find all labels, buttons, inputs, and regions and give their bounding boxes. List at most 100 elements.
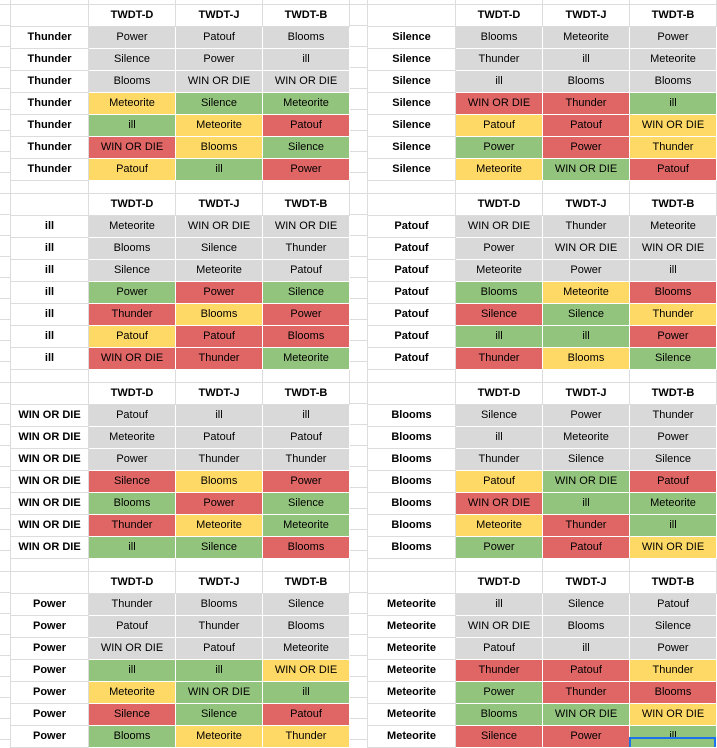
data-cell[interactable]: ill xyxy=(88,536,176,559)
data-cell[interactable]: Patouf xyxy=(262,114,350,137)
row-label-meteorite[interactable]: Meteorite xyxy=(367,593,456,616)
data-cell[interactable]: Patouf xyxy=(455,114,543,137)
column-header-twdt-j[interactable]: TWDT-J xyxy=(542,571,630,594)
row-label-silence[interactable]: Silence xyxy=(367,48,456,71)
row-label-meteorite[interactable]: Meteorite xyxy=(367,637,456,660)
column-header-twdt-b[interactable]: TWDT-B xyxy=(262,382,350,405)
data-cell[interactable]: Patouf xyxy=(175,637,263,660)
data-cell[interactable]: Patouf xyxy=(262,426,350,449)
data-cell[interactable]: Power xyxy=(455,536,543,559)
row-label-patouf[interactable]: Patouf xyxy=(367,325,456,348)
data-cell[interactable]: Blooms xyxy=(262,26,350,49)
row-label-blooms[interactable]: Blooms xyxy=(367,404,456,427)
row-label-win-or-die[interactable]: WIN OR DIE xyxy=(10,470,89,493)
data-cell[interactable]: Meteorite xyxy=(88,426,176,449)
row-label-silence[interactable]: Silence xyxy=(367,92,456,115)
data-cell[interactable]: Silence xyxy=(542,448,630,471)
row-label-win-or-die[interactable]: WIN OR DIE xyxy=(10,514,89,537)
row-label-ill[interactable]: ill xyxy=(10,237,89,260)
data-cell[interactable]: ill xyxy=(629,514,717,537)
column-header-twdt-d[interactable]: TWDT-D xyxy=(455,4,543,27)
data-cell[interactable]: ill xyxy=(629,92,717,115)
data-cell[interactable]: Power xyxy=(455,136,543,159)
data-cell[interactable]: Thunder xyxy=(629,136,717,159)
column-header-twdt-d[interactable]: TWDT-D xyxy=(455,193,543,216)
data-cell[interactable]: WIN OR DIE xyxy=(175,70,263,93)
data-cell[interactable]: Blooms xyxy=(455,26,543,49)
data-cell[interactable]: Thunder xyxy=(629,659,717,682)
data-cell[interactable]: Meteorite xyxy=(175,725,263,748)
column-header-twdt-d[interactable]: TWDT-D xyxy=(88,4,176,27)
data-cell[interactable]: Patouf xyxy=(175,26,263,49)
row-label-patouf[interactable]: Patouf xyxy=(367,347,456,370)
data-cell[interactable]: ill xyxy=(88,659,176,682)
data-cell[interactable]: Silence xyxy=(88,470,176,493)
data-cell[interactable]: Thunder xyxy=(262,725,350,748)
column-header-twdt-b[interactable]: TWDT-B xyxy=(629,382,717,405)
header-corner-cell[interactable] xyxy=(367,4,456,27)
data-cell[interactable]: Blooms xyxy=(542,70,630,93)
data-cell[interactable]: WIN OR DIE xyxy=(629,536,717,559)
data-cell[interactable]: Blooms xyxy=(262,325,350,348)
data-cell[interactable]: WIN OR DIE xyxy=(175,681,263,704)
data-cell[interactable]: Meteorite xyxy=(629,215,717,238)
data-cell[interactable]: WIN OR DIE xyxy=(262,70,350,93)
data-cell[interactable]: WIN OR DIE xyxy=(262,215,350,238)
row-label-patouf[interactable]: Patouf xyxy=(367,281,456,304)
data-cell[interactable]: Patouf xyxy=(455,470,543,493)
data-cell[interactable]: Meteorite xyxy=(455,259,543,282)
data-cell[interactable]: Blooms xyxy=(262,536,350,559)
row-label-blooms[interactable]: Blooms xyxy=(367,426,456,449)
column-header-twdt-b[interactable]: TWDT-B xyxy=(262,193,350,216)
row-label-thunder[interactable]: Thunder xyxy=(10,158,89,181)
data-cell[interactable]: Blooms xyxy=(629,70,717,93)
row-label-silence[interactable]: Silence xyxy=(367,158,456,181)
data-cell[interactable]: Silence xyxy=(175,237,263,260)
data-cell[interactable]: WIN OR DIE xyxy=(88,637,176,660)
data-cell[interactable]: Power xyxy=(542,404,630,427)
data-cell[interactable]: Blooms xyxy=(542,615,630,638)
data-cell[interactable]: Thunder xyxy=(455,448,543,471)
header-corner-cell[interactable] xyxy=(10,571,89,594)
data-cell[interactable]: WIN OR DIE xyxy=(542,470,630,493)
data-cell[interactable]: Power xyxy=(629,26,717,49)
data-cell[interactable]: Power xyxy=(542,136,630,159)
data-cell[interactable]: ill xyxy=(262,681,350,704)
data-cell[interactable]: Thunder xyxy=(455,48,543,71)
row-label-win-or-die[interactable]: WIN OR DIE xyxy=(10,536,89,559)
data-cell[interactable]: Thunder xyxy=(629,404,717,427)
column-header-twdt-b[interactable]: TWDT-B xyxy=(262,571,350,594)
column-header-twdt-d[interactable]: TWDT-D xyxy=(88,382,176,405)
data-cell[interactable]: ill xyxy=(542,48,630,71)
data-cell[interactable]: Patouf xyxy=(262,703,350,726)
row-label-win-or-die[interactable]: WIN OR DIE xyxy=(10,426,89,449)
data-cell[interactable]: WIN OR DIE xyxy=(262,659,350,682)
data-cell[interactable]: Blooms xyxy=(88,725,176,748)
data-cell[interactable]: Blooms xyxy=(262,615,350,638)
data-cell[interactable]: Silence xyxy=(629,615,717,638)
data-cell[interactable]: Patouf xyxy=(542,114,630,137)
data-cell[interactable]: Silence xyxy=(455,725,543,748)
data-cell[interactable]: ill xyxy=(175,158,263,181)
data-cell[interactable]: ill xyxy=(175,404,263,427)
row-label-blooms[interactable]: Blooms xyxy=(367,536,456,559)
row-label-power[interactable]: Power xyxy=(10,703,89,726)
row-label-thunder[interactable]: Thunder xyxy=(10,26,89,49)
data-cell[interactable]: Meteorite xyxy=(542,26,630,49)
data-cell[interactable]: Power xyxy=(629,426,717,449)
data-cell[interactable]: Meteorite xyxy=(175,514,263,537)
row-label-meteorite[interactable]: Meteorite xyxy=(367,725,456,748)
data-cell[interactable]: Meteorite xyxy=(175,114,263,137)
data-cell[interactable]: Meteorite xyxy=(262,347,350,370)
column-header-twdt-d[interactable]: TWDT-D xyxy=(455,382,543,405)
column-header-twdt-j[interactable]: TWDT-J xyxy=(175,571,263,594)
header-corner-cell[interactable] xyxy=(10,193,89,216)
row-label-power[interactable]: Power xyxy=(10,725,89,748)
data-cell[interactable]: Patouf xyxy=(629,470,717,493)
data-cell[interactable]: Silence xyxy=(262,136,350,159)
data-cell[interactable]: Thunder xyxy=(175,347,263,370)
data-cell[interactable]: ill xyxy=(262,404,350,427)
row-label-ill[interactable]: ill xyxy=(10,347,89,370)
data-cell[interactable]: Patouf xyxy=(88,404,176,427)
data-cell[interactable]: Silence xyxy=(629,448,717,471)
